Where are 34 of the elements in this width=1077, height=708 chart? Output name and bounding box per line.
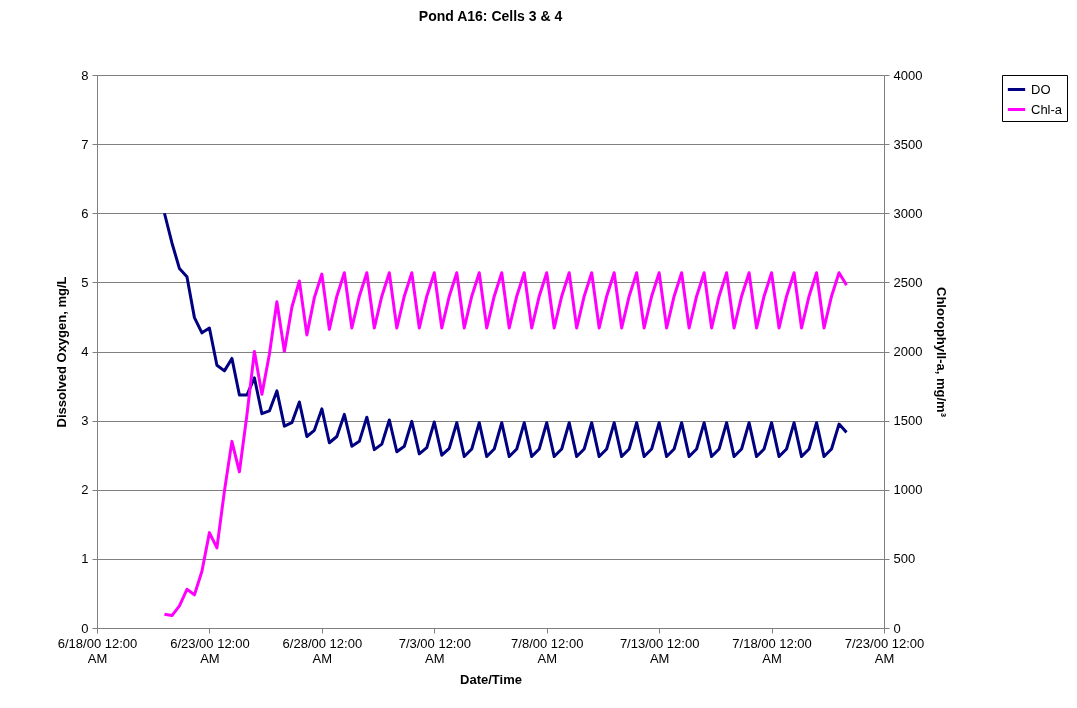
y-axis-title: Dissolved Oxygen, mg/L <box>54 276 70 428</box>
x-tick-label: 6/18/00 12:00 AM <box>57 635 138 666</box>
x-tick-label: 6/28/00 12:00 AM <box>282 635 363 666</box>
x-axis-title: Date/Time <box>460 671 522 687</box>
y-tick-label: 8 <box>81 67 89 83</box>
y-tick-label: 5 <box>81 274 89 290</box>
y2-axis-title: Chlorophyll-a, mg/m³ <box>934 287 950 418</box>
y2-tick-label: 1000 <box>893 482 923 498</box>
y-tick-label: 4 <box>81 344 89 359</box>
y-tick-label: 6 <box>81 205 89 221</box>
y-tick-label: 0 <box>81 620 89 636</box>
y2-tick-label: 3500 <box>893 136 923 152</box>
x-tick-label: 7/3/00 12:00 AM <box>398 635 471 666</box>
x-tick-label: 7/8/00 12:00 AM <box>511 635 584 666</box>
x-tick-label: 6/23/00 12:00 AM <box>170 635 250 666</box>
y2-tick-label: 2000 <box>893 344 923 359</box>
y2-tick-label: 2500 <box>893 274 923 290</box>
x-tick-label: 7/18/00 12:00 AM <box>732 635 812 666</box>
y-tick-label: 2 <box>81 482 89 498</box>
y-tick-label: 1 <box>81 551 89 567</box>
y2-tick-label: 3000 <box>893 205 923 221</box>
x-tick-label: 7/13/00 12:00 AM <box>619 635 700 666</box>
x-tick-label: 7/23/00 12:00 AM <box>844 635 925 666</box>
y2-tick-label: 500 <box>893 551 916 567</box>
legend-label: DO <box>1031 81 1051 97</box>
legend-label: Chl-a <box>1031 101 1063 117</box>
chart-title: Pond A16: Cells 3 & 4 <box>418 8 563 24</box>
y2-tick-label: 0 <box>893 620 901 636</box>
y-tick-label: 7 <box>81 136 89 152</box>
y2-tick-label: 1500 <box>893 413 923 429</box>
y-tick-label: 3 <box>81 413 89 429</box>
line-series <box>162 211 849 459</box>
line-series <box>162 271 849 618</box>
y2-tick-label: 4000 <box>893 67 923 83</box>
